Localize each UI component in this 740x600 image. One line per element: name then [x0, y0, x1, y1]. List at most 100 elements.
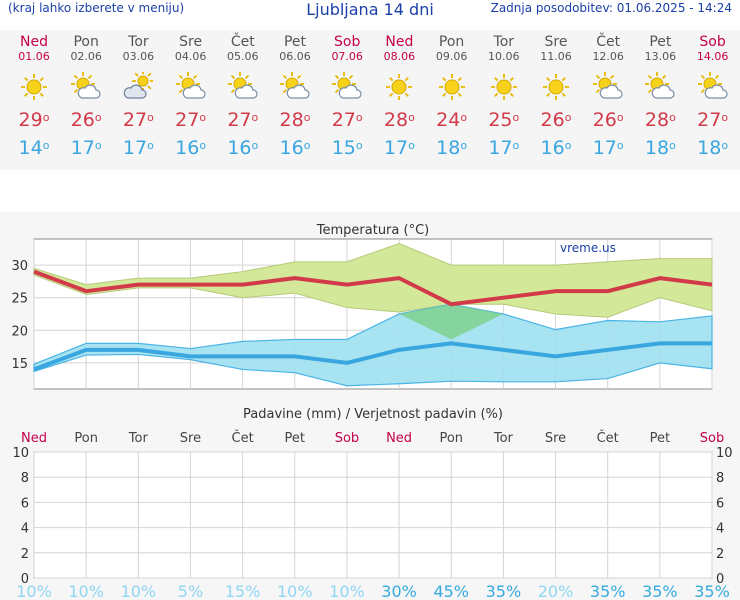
precip-probability-label: 20%	[538, 582, 574, 600]
precip-day-label: Sob	[335, 431, 359, 446]
max-temp: 28o	[644, 109, 676, 131]
sun-icon	[438, 74, 465, 100]
max-temp: 26o	[70, 109, 102, 131]
max-temp-line	[33, 269, 713, 307]
precip-day-label: Tor	[128, 431, 149, 446]
day-column: Sob 07.06 27o 15o	[321, 30, 373, 160]
max-temp: 29o	[18, 109, 50, 131]
day-name: Pon	[73, 34, 99, 50]
sun-icon	[490, 74, 517, 100]
y-tick-label: 30	[11, 259, 28, 274]
day-column: Pet 06.06 28o 16o	[269, 30, 321, 160]
sun-cloud-icon	[645, 72, 675, 99]
precip-probability-label: 45%	[433, 582, 469, 600]
max-temp: 26o	[540, 109, 572, 131]
precipitation-chart-title: Padavine (mm) / Verjetnost padavin (%)	[243, 407, 503, 422]
day-name: Ned	[385, 34, 414, 50]
precip-day-label: Pet	[650, 431, 670, 446]
y-tick-label-right: 4	[716, 522, 724, 537]
max-temp: 26o	[592, 109, 624, 131]
day-name: Čet	[596, 34, 621, 50]
min-temp: 18o	[697, 137, 729, 159]
precip-probability-label: 10%	[16, 582, 52, 600]
precip-day-label: Čet	[232, 430, 254, 446]
day-name: Pet	[649, 34, 672, 50]
y-tick-label-left: 6	[21, 496, 29, 511]
day-name: Pon	[438, 34, 465, 50]
max-temp: 28o	[383, 109, 415, 131]
max-temp: 24o	[436, 109, 468, 131]
y-tick-label-right: 10	[716, 446, 733, 461]
precip-day-label: Čet	[597, 430, 619, 446]
y-tick-label-left: 10	[12, 446, 29, 461]
sun-icon	[21, 74, 47, 100]
watermark-text: vreme.us	[560, 241, 616, 255]
precip-probability-label: 35%	[642, 582, 678, 600]
sun-icon	[386, 74, 413, 100]
y-tick-label-right: 0	[716, 572, 724, 587]
precip-day-label: Sre	[545, 431, 566, 446]
min-temp: 15o	[331, 137, 363, 159]
precip-probability-label: 10%	[68, 582, 104, 600]
day-name: Sob	[334, 34, 361, 50]
precip-day-label: Sob	[700, 431, 724, 446]
min-temp: 18o	[644, 137, 676, 159]
day-column: Čet 05.06 27o 16o	[217, 30, 269, 160]
y-tick-label: 25	[11, 292, 28, 307]
min-temp: 17o	[592, 137, 624, 159]
y-tick-label-right: 2	[716, 547, 724, 562]
day-date: 09.06	[435, 50, 468, 63]
precip-probability-label: 10%	[277, 582, 313, 600]
sun-cloud-icon	[71, 72, 101, 99]
location-hint-link[interactable]: (kraj lahko izberete v meniju)	[8, 1, 185, 15]
precip-day-label: Tor	[493, 431, 514, 446]
day-name: Sre	[179, 34, 203, 50]
y-tick-label-right: 6	[716, 496, 724, 511]
precip-probability-label: 35%	[486, 582, 522, 600]
precip-probability-label: 10%	[121, 582, 157, 600]
max-temp: 27o	[227, 109, 259, 131]
sun-icon	[543, 74, 569, 100]
precip-probability-label: 35%	[590, 582, 626, 600]
day-name: Pet	[283, 34, 307, 50]
sun-cloud-icon	[697, 72, 728, 99]
charts-panel: 15 20 25 30 Temperatura (°C) vreme.us Padavine…	[0, 212, 740, 600]
precip-day-label: Pon	[74, 431, 98, 446]
day-column: Tor 03.06 27o 17o	[112, 30, 164, 160]
y-tick-label: 15	[11, 357, 28, 372]
max-temp: 27o	[122, 109, 154, 131]
sun-cloud-icon	[227, 72, 258, 99]
day-date: 02.06	[70, 50, 102, 63]
day-column: Pon 02.06 26o 17o	[60, 30, 112, 160]
day-date: 12.06	[592, 50, 624, 63]
day-column: Pet 13.06 28o 18o	[634, 30, 686, 160]
band-overlap	[399, 304, 504, 340]
min-temp: 16o	[227, 137, 259, 159]
temperature-chart-title: Temperatura (°C)	[316, 223, 429, 238]
sun-cloud-icon	[332, 72, 362, 99]
precip-day-label: Pet	[285, 431, 305, 446]
y-tick-label-right: 8	[716, 471, 724, 486]
daily-forecast-strip: Ned 01.06 29o 14o Pon 02.06 26o 17o Tor 03.06 27o 1…	[0, 30, 740, 170]
precip-day-label: Sre	[180, 431, 201, 446]
precip-day-label: Ned	[21, 431, 47, 446]
y-tick-label-left: 0	[21, 572, 29, 587]
min-temp: 14o	[18, 137, 50, 159]
precip-probability-label: 5%	[178, 582, 203, 600]
sun-cloud-icon	[175, 72, 206, 99]
precip-probability-label: 30%	[381, 582, 417, 600]
sun-cloud-icon	[593, 72, 623, 99]
day-date: 14.06	[696, 50, 729, 63]
last-updated: Zadnja posodobitev: 01.06.2025 - 14:24	[490, 1, 732, 15]
y-tick-label-left: 4	[21, 522, 29, 537]
day-date: 08.06	[383, 50, 416, 63]
sun-cloud-icon	[280, 72, 310, 99]
day-date: 04.06	[174, 50, 207, 63]
day-date: 01.06	[18, 50, 50, 63]
day-column: Pon 09.06 24o 18o	[426, 30, 478, 160]
day-date: 06.06	[279, 50, 311, 63]
day-date: 07.06	[331, 50, 363, 63]
day-date: 03.06	[122, 50, 155, 63]
top-bar: (kraj lahko izberete v meniju) Ljubljana…	[0, 0, 740, 22]
max-temp: 25o	[488, 109, 520, 131]
